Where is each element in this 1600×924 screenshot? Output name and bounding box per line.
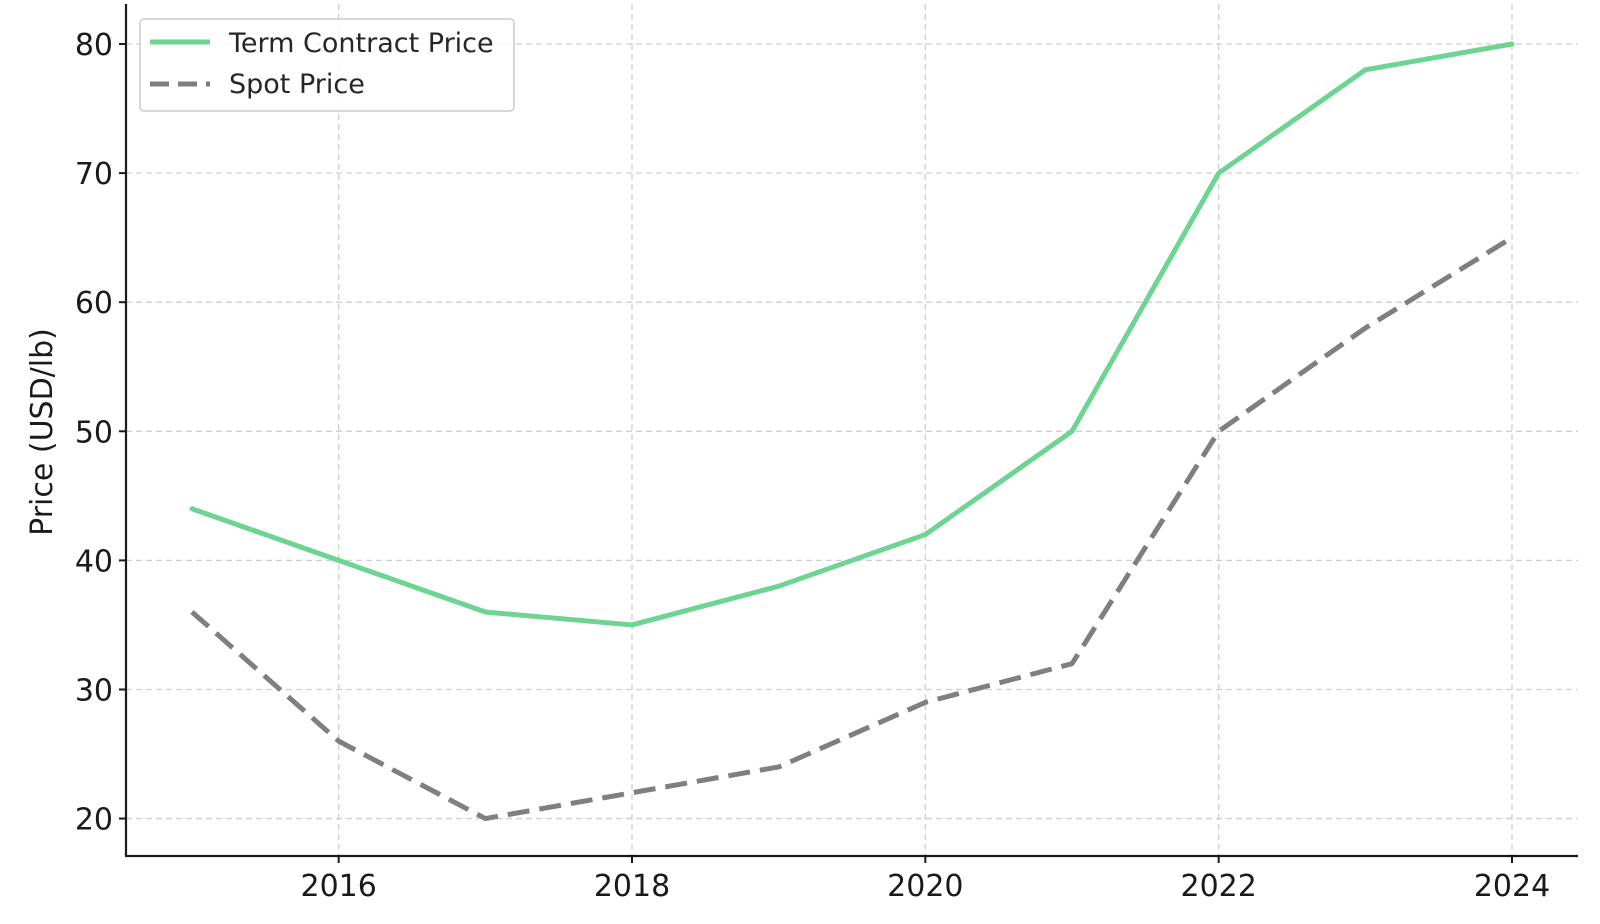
data-point-spot-price bbox=[336, 739, 341, 744]
legend-box bbox=[139, 18, 515, 112]
data-point-term-contract-price bbox=[630, 622, 635, 627]
data-point-term-contract-price bbox=[336, 558, 341, 563]
legend: Term Contract Price Spot Price bbox=[139, 18, 515, 112]
data-point-term-contract-price bbox=[1216, 171, 1221, 176]
y-axis-title: Price (USD/lb) bbox=[25, 328, 60, 536]
y-tick-label: 40 bbox=[75, 544, 113, 579]
y-tick-label: 20 bbox=[75, 803, 113, 838]
data-point-spot-price bbox=[923, 700, 928, 705]
axes bbox=[124, 4, 1578, 858]
data-point-spot-price bbox=[630, 790, 635, 795]
x-tick-label: 2018 bbox=[594, 869, 670, 904]
y-tick-label: 50 bbox=[75, 415, 113, 450]
x-tick-label: 2016 bbox=[300, 869, 376, 904]
data-point-spot-price bbox=[190, 610, 195, 615]
grid bbox=[126, 4, 1578, 856]
y-tick-label: 60 bbox=[75, 286, 113, 321]
data-point-term-contract-price bbox=[190, 506, 195, 511]
data-point-spot-price bbox=[483, 816, 488, 821]
x-tick-label: 2024 bbox=[1474, 869, 1550, 904]
tick-labels: 20 30 40 50 60 70 80 2016 2018 2020 2022 2024 bbox=[75, 28, 1550, 904]
legend-label-term-contract-price: Term Contract Price bbox=[228, 28, 494, 59]
series bbox=[189, 41, 1515, 822]
x-tick-label: 2022 bbox=[1180, 869, 1256, 904]
data-point-spot-price bbox=[1363, 326, 1368, 331]
data-point-term-contract-price bbox=[1363, 67, 1368, 72]
data-point-term-contract-price bbox=[1070, 429, 1075, 434]
data-point-term-contract-price bbox=[776, 584, 781, 589]
data-point-spot-price bbox=[1510, 235, 1515, 240]
data-point-spot-price bbox=[1216, 429, 1221, 434]
data-point-term-contract-price bbox=[483, 610, 488, 615]
series-line-spot-price bbox=[190, 235, 1514, 822]
data-point-term-contract-price bbox=[1510, 42, 1515, 47]
y-tick-label: 80 bbox=[75, 28, 113, 63]
x-tick-label: 2020 bbox=[887, 869, 963, 904]
data-point-term-contract-price bbox=[923, 532, 928, 537]
data-point-spot-price bbox=[776, 764, 781, 769]
legend-label-spot-price: Spot Price bbox=[229, 69, 365, 100]
series-line-term-contract-price bbox=[189, 41, 1515, 628]
data-point-spot-price bbox=[1070, 661, 1075, 666]
y-tick-label: 70 bbox=[75, 157, 113, 192]
y-tick-label: 30 bbox=[75, 673, 113, 708]
